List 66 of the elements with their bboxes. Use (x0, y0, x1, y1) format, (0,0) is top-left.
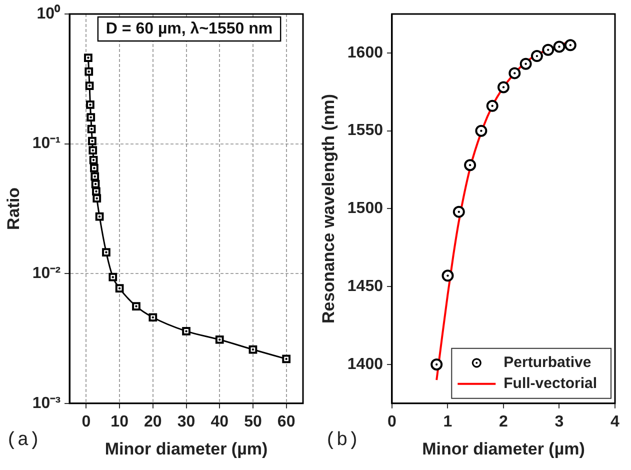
y-tick-label: 1450 (347, 278, 384, 295)
x-tick-label: 10 (110, 413, 129, 430)
y-tick-label: 1600 (347, 44, 384, 62)
point (89, 156, 98, 164)
point (88, 146, 98, 155)
point (90, 164, 98, 172)
point (553, 40, 566, 53)
y-tick-label: 1550 (347, 122, 384, 140)
point (92, 187, 100, 196)
point (87, 124, 96, 134)
point (530, 50, 543, 62)
point (86, 113, 96, 122)
point (452, 206, 465, 218)
point (86, 100, 94, 109)
x-tick-label: 40 (210, 413, 229, 430)
y-tick-label: 10⁻¹ (32, 135, 61, 152)
point (92, 194, 102, 203)
x-tick-label: 30 (177, 413, 196, 430)
point (90, 172, 100, 181)
point (248, 345, 258, 354)
point (430, 358, 443, 370)
point (442, 270, 454, 282)
point (520, 58, 532, 70)
x-tick-label: 0 (388, 413, 397, 430)
point (508, 67, 521, 80)
point (182, 327, 190, 336)
x-tick-label: 2 (499, 413, 508, 430)
y-tick-label: 10⁰ (36, 4, 61, 22)
text: (b) (325, 429, 360, 452)
point (84, 54, 92, 62)
legend-label: Perturbative (504, 354, 592, 372)
y-tick-label: 1500 (347, 200, 384, 218)
y-tick-label: 1400 (347, 356, 384, 373)
annotation: D = 60 µm, λ~1550 nm (106, 20, 273, 38)
y-axis-title: Ratio (4, 187, 23, 230)
y-tick-label: 10⁻² (32, 265, 61, 282)
point (497, 81, 510, 94)
x-tick-label: 60 (277, 413, 296, 430)
point (542, 44, 554, 56)
x-tick-label: 3 (554, 413, 564, 430)
point (148, 313, 158, 322)
point (108, 272, 118, 282)
point (95, 212, 104, 221)
x-tick-label: 0 (82, 413, 91, 430)
legend-label: Full-vectorial (504, 375, 598, 392)
point (464, 159, 476, 172)
y-axis-title: Resonance wavelength (nm) (318, 94, 338, 324)
point (102, 248, 110, 256)
x-axis-title: Minor diameter (µm) (422, 439, 585, 458)
point (88, 136, 96, 146)
point (215, 335, 224, 344)
point (84, 67, 94, 76)
point (132, 302, 140, 310)
point (85, 82, 94, 90)
point (115, 284, 124, 293)
text: (a) (6, 429, 40, 452)
x-tick-label: 50 (244, 413, 262, 430)
x-axis-title: Minor diameter (µm) (104, 439, 268, 458)
y-tick-label: 10⁻³ (32, 394, 61, 412)
point (486, 100, 498, 112)
point (475, 124, 488, 137)
x-tick-label: 1 (443, 413, 452, 430)
x-tick-label: 4 (610, 413, 620, 430)
point (564, 39, 576, 52)
point (282, 354, 291, 364)
x-tick-label: 20 (144, 413, 162, 430)
